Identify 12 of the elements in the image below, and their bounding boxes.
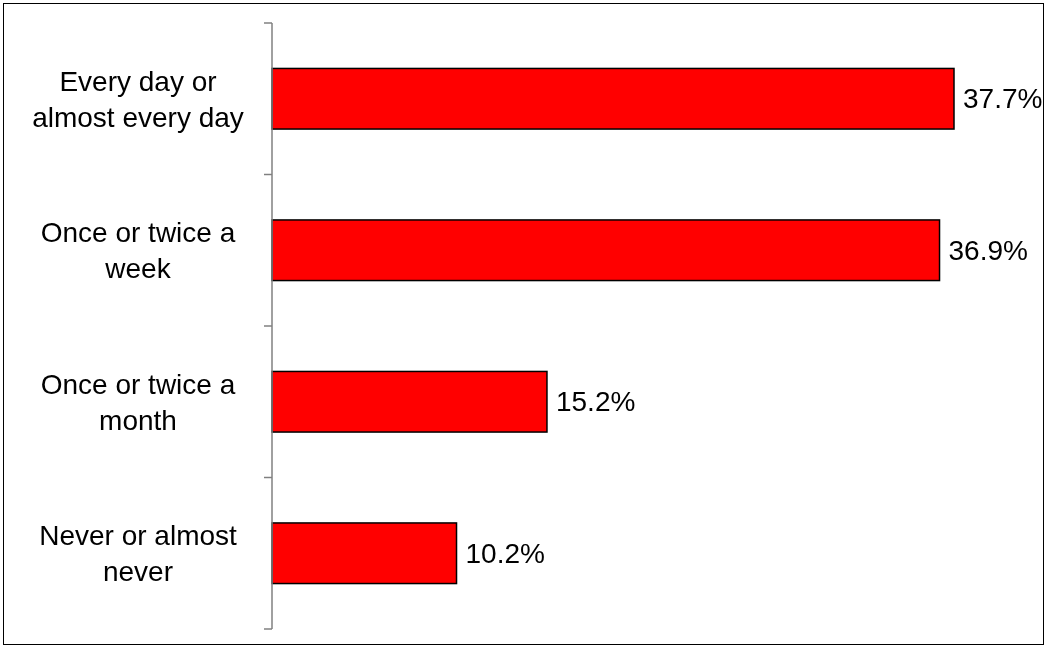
y-tick-label: Every day or almost every day [32, 65, 244, 133]
bar [271, 370, 548, 433]
bar [271, 219, 941, 282]
y-tick-label: Once or twice a month [40, 368, 236, 436]
data-label: 36.9% [948, 234, 1028, 266]
y-tick-label: Never or almost never [39, 519, 238, 587]
data-label: 15.2% [555, 386, 636, 418]
data-label: 10.2% [465, 537, 545, 569]
bar [271, 522, 458, 585]
bar [271, 67, 955, 130]
data-label: 37.7% [963, 83, 1043, 115]
y-tick-label: Once or twice a week [40, 216, 236, 284]
